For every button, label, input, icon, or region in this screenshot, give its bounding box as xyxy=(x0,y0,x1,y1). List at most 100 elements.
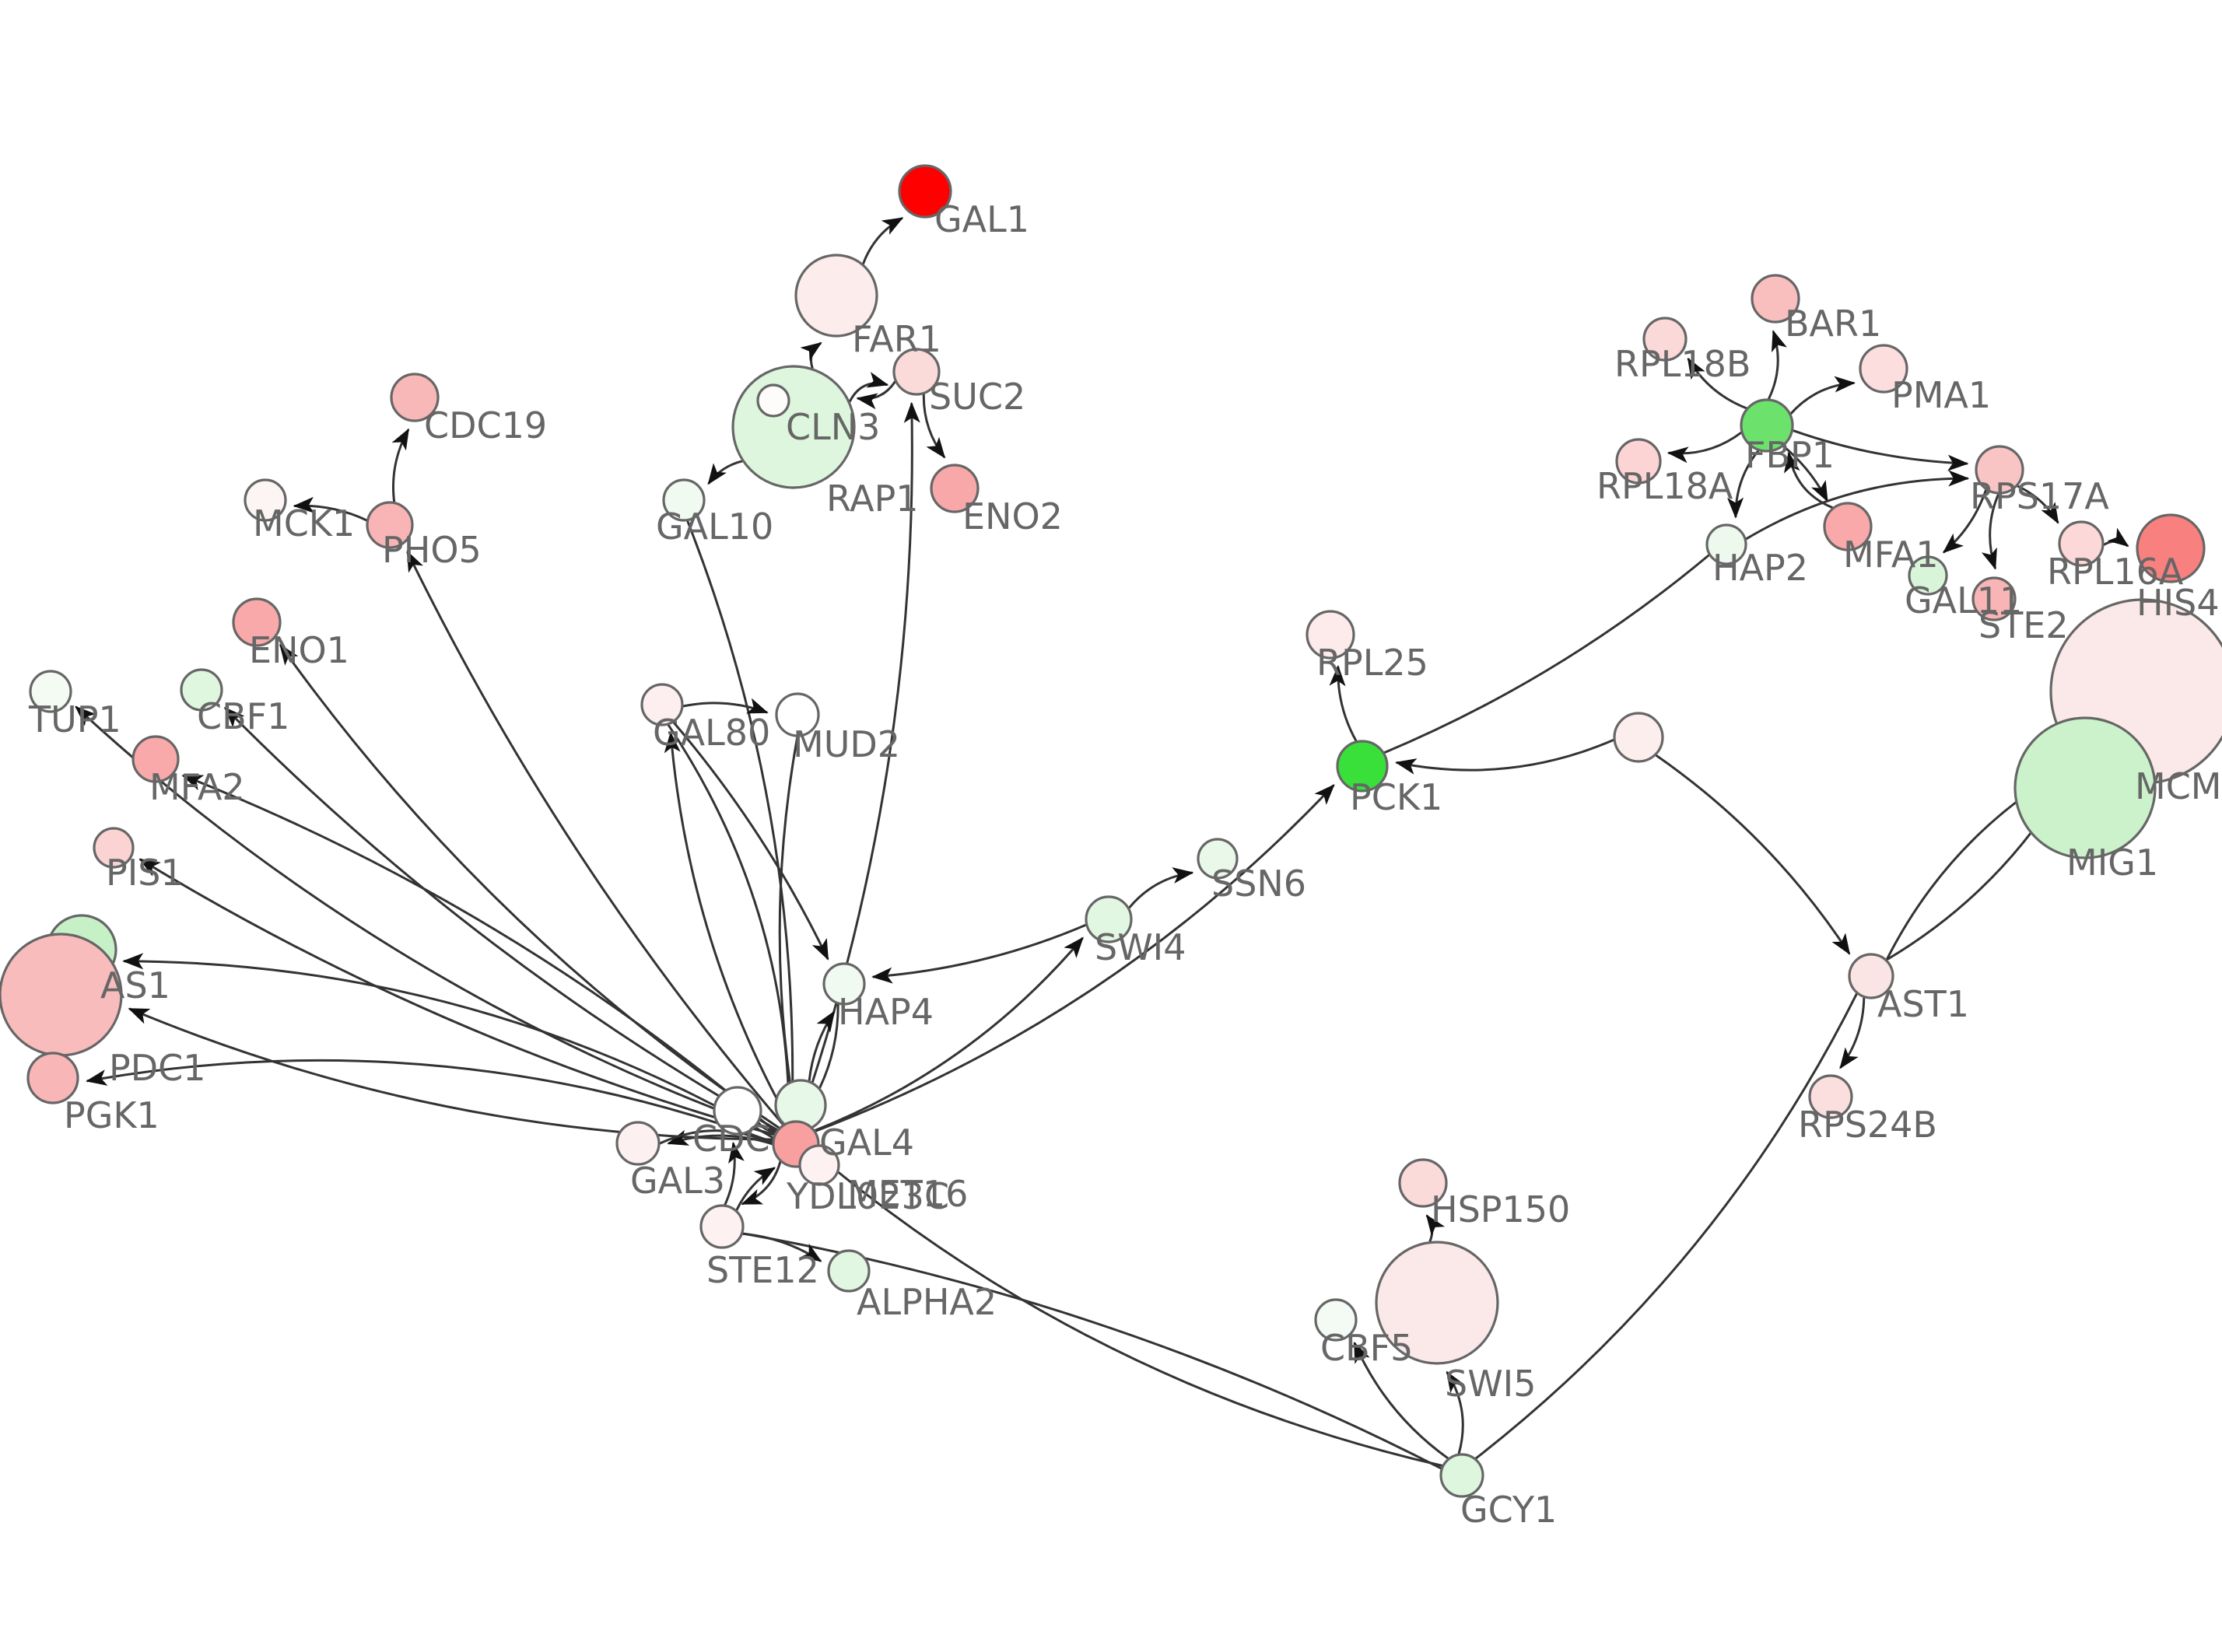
graph-edge[interactable] xyxy=(1792,429,1969,471)
graph-node-nodej[interactable] xyxy=(1613,712,1664,763)
graph-node-hap4[interactable] xyxy=(822,962,866,1006)
graph-edge[interactable] xyxy=(856,380,896,410)
graph-edge[interactable] xyxy=(815,784,1335,1132)
graph-node-rpl18a[interactable] xyxy=(1615,438,1662,485)
graph-edge[interactable] xyxy=(848,372,889,403)
graph-edge[interactable] xyxy=(922,394,946,459)
graph-edge[interactable] xyxy=(279,643,780,1129)
graph-edge[interactable] xyxy=(735,1167,776,1211)
graph-edge[interactable] xyxy=(1981,493,2000,570)
graph-node-ast1[interactable] xyxy=(1848,953,1894,999)
graph-edge[interactable] xyxy=(122,953,774,1139)
graph-edge[interactable] xyxy=(1655,754,1851,955)
graph-edge[interactable] xyxy=(1745,470,1970,541)
graph-node-mig1[interactable] xyxy=(2013,716,2157,859)
graph-edge[interactable] xyxy=(1782,445,1829,502)
graph-edge[interactable] xyxy=(672,721,829,961)
graph-node-rap1[interactable] xyxy=(756,383,790,418)
graph-node-pgk1[interactable] xyxy=(26,1052,79,1104)
graph-edge[interactable] xyxy=(391,428,410,502)
graph-edge[interactable] xyxy=(1425,1214,1446,1243)
graph-node-pho5[interactable] xyxy=(366,501,414,549)
graph-node-pck1[interactable] xyxy=(1336,740,1389,793)
graph-edge[interactable] xyxy=(406,550,784,1125)
graph-node-rpl25[interactable] xyxy=(1306,610,1355,660)
graph-node-suc2[interactable] xyxy=(892,348,941,396)
graph-edge[interactable] xyxy=(1687,357,1747,410)
graph-node-gal3[interactable] xyxy=(615,1121,661,1166)
graph-edge[interactable] xyxy=(682,698,769,714)
graph-node-swi4[interactable] xyxy=(1085,895,1133,943)
graph-edge[interactable] xyxy=(1395,738,1614,775)
graph-edge[interactable] xyxy=(1353,1341,1449,1460)
graph-node-gal10[interactable] xyxy=(662,478,706,522)
graph-edge[interactable] xyxy=(1839,997,1866,1069)
graph-edge[interactable] xyxy=(181,774,777,1133)
graph-node-rpl16a[interactable] xyxy=(2058,520,2105,567)
graph-node-bar1[interactable] xyxy=(1751,274,1800,324)
graph-edge[interactable] xyxy=(1767,330,1787,400)
graph-edge[interactable] xyxy=(871,923,1087,984)
graph-node-mck1[interactable] xyxy=(244,478,287,522)
graph-edge[interactable] xyxy=(808,1010,836,1082)
graph-node-mud2[interactable] xyxy=(775,692,820,737)
graph-node-tup1[interactable] xyxy=(29,670,72,713)
graph-node-cdc[interactable] xyxy=(713,1086,762,1136)
graph-edge[interactable] xyxy=(223,706,778,1132)
graph-edge[interactable] xyxy=(778,736,799,1122)
graph-edge[interactable] xyxy=(800,341,822,369)
graph-edge[interactable] xyxy=(861,216,904,265)
graph-node-rps17a[interactable] xyxy=(1975,445,2024,495)
graph-edge[interactable] xyxy=(707,460,743,485)
graph-edge[interactable] xyxy=(686,520,794,1122)
graph-node-gal11[interactable] xyxy=(1908,555,1948,596)
graph-edge[interactable] xyxy=(814,936,1084,1132)
graph-node-rpl18b[interactable] xyxy=(1642,317,1688,362)
graph-edge[interactable] xyxy=(664,731,790,1123)
graph-edge[interactable] xyxy=(2017,485,2059,524)
graph-node-fbp1[interactable] xyxy=(1740,398,1794,453)
graph-node-cbf1[interactable] xyxy=(180,668,223,712)
graph-edge[interactable] xyxy=(1727,450,1760,519)
graph-node-rps24b[interactable] xyxy=(1808,1074,1853,1119)
graph-edge[interactable] xyxy=(1128,867,1194,909)
graph-edge[interactable] xyxy=(75,705,776,1133)
graph-node-mfa2[interactable] xyxy=(131,735,180,783)
graph-node-swi5[interactable] xyxy=(1375,1241,1499,1365)
graph-edge[interactable] xyxy=(1789,376,1856,415)
graph-node-cbf5[interactable] xyxy=(1314,1298,1358,1342)
graph-edge[interactable] xyxy=(1666,431,1743,464)
graph-edge[interactable] xyxy=(1783,451,1834,509)
graph-edge[interactable] xyxy=(757,1122,776,1134)
graph-node-ste2[interactable] xyxy=(1971,576,2017,621)
graph-edge[interactable] xyxy=(2103,527,2129,548)
graph-node-his4[interactable] xyxy=(2136,513,2206,583)
graph-node-ydl023c[interactable] xyxy=(798,1144,840,1186)
graph-edge[interactable] xyxy=(741,1160,782,1206)
graph-node-alpha2[interactable] xyxy=(827,1249,871,1293)
graph-edge[interactable] xyxy=(293,496,368,522)
graph-node-gcy1[interactable] xyxy=(1439,1453,1484,1498)
graph-edge[interactable] xyxy=(1383,554,1710,754)
graph-edge[interactable] xyxy=(86,1059,773,1143)
graph-edge[interactable] xyxy=(138,858,775,1136)
graph-node-hsp150[interactable] xyxy=(1398,1158,1448,1208)
graph-edge[interactable] xyxy=(1474,992,1858,1460)
graph-edge[interactable] xyxy=(128,1007,773,1141)
graph-node-pis1[interactable] xyxy=(93,827,135,869)
graph-edge[interactable] xyxy=(815,1153,1443,1467)
graph-node-eno2[interactable] xyxy=(930,464,980,513)
graph-edge[interactable] xyxy=(742,1232,822,1262)
graph-node-gal1[interactable] xyxy=(898,164,952,219)
graph-node-eno1[interactable] xyxy=(232,597,282,647)
graph-node-far1[interactable] xyxy=(794,254,878,338)
graph-node-pma1[interactable] xyxy=(1859,344,1908,394)
graph-node-ste12[interactable] xyxy=(699,1204,745,1249)
graph-edge[interactable] xyxy=(724,1141,745,1206)
graph-edge[interactable] xyxy=(667,1129,773,1146)
graph-node-mfa1[interactable] xyxy=(1823,502,1873,551)
graph-edge[interactable] xyxy=(1329,665,1358,742)
graph-edge[interactable] xyxy=(1446,1370,1465,1454)
graph-node-cdc19[interactable] xyxy=(390,373,440,422)
